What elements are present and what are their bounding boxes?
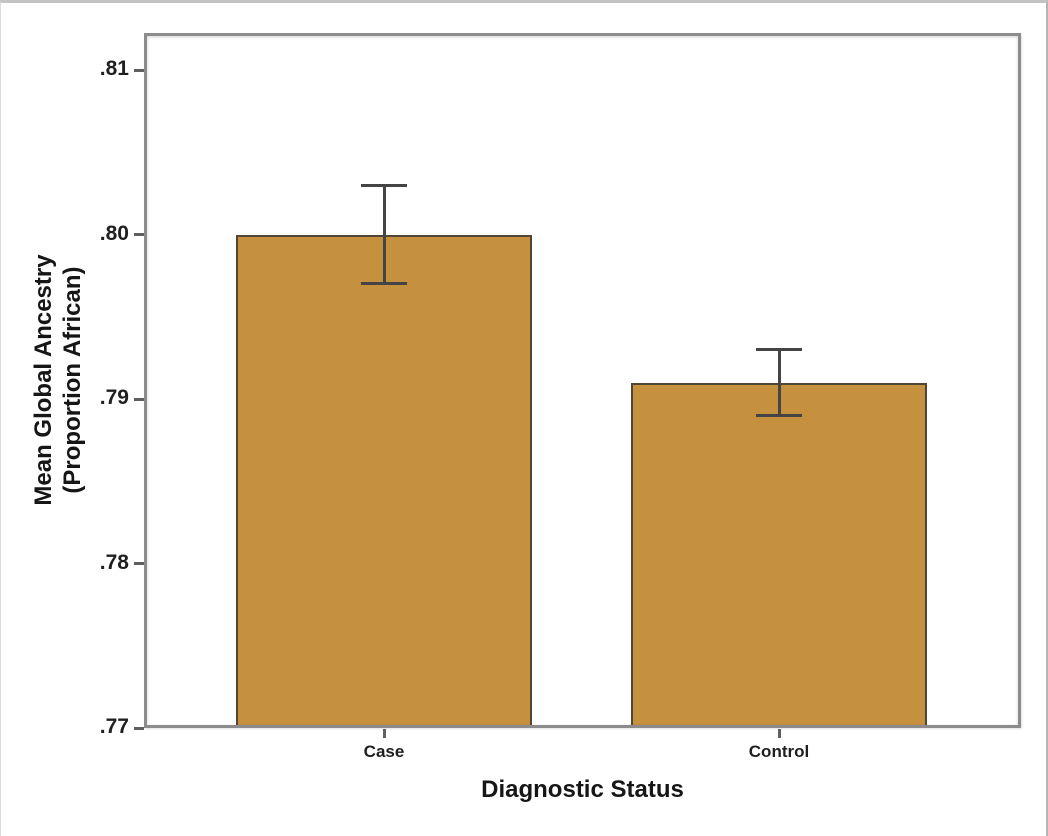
error-bar-line-control [777, 349, 781, 416]
error-bar-cap-upper-case [361, 183, 407, 187]
y-axis-title: Mean Global Ancestry (Proportion African… [29, 254, 87, 505]
error-bar-cap-lower-control [756, 413, 802, 417]
bar-control [631, 382, 927, 728]
y-tick-.81 [134, 68, 144, 72]
error-bar-cap-upper-control [756, 348, 802, 352]
x-tick-label-control: Control [748, 742, 810, 761]
y-axis-title-line1: Mean Global Ancestry [30, 254, 57, 506]
error-bar-cap-lower-case [361, 282, 407, 286]
x-tick-case [383, 729, 386, 738]
bar-case [236, 234, 532, 728]
y-tick-.79 [134, 397, 144, 401]
y-tick-label-.81: .81 [99, 57, 129, 80]
x-tick-label-case: Case [363, 742, 405, 761]
y-tick-.80 [134, 233, 144, 236]
y-tick-.78 [134, 562, 144, 565]
y-tick-.77 [134, 726, 144, 730]
y-axis-title-line2: (Proportion African) [59, 266, 86, 494]
x-axis-title: Diagnostic Status [481, 776, 684, 803]
y-tick-label-.77: .77 [99, 715, 129, 738]
y-tick-label-.80: .80 [99, 221, 129, 245]
x-tick-control [778, 729, 781, 738]
y-tick-label-.79: .79 [99, 386, 129, 409]
error-bar-line-case [382, 185, 386, 284]
y-tick-label-.78: .78 [99, 550, 129, 574]
